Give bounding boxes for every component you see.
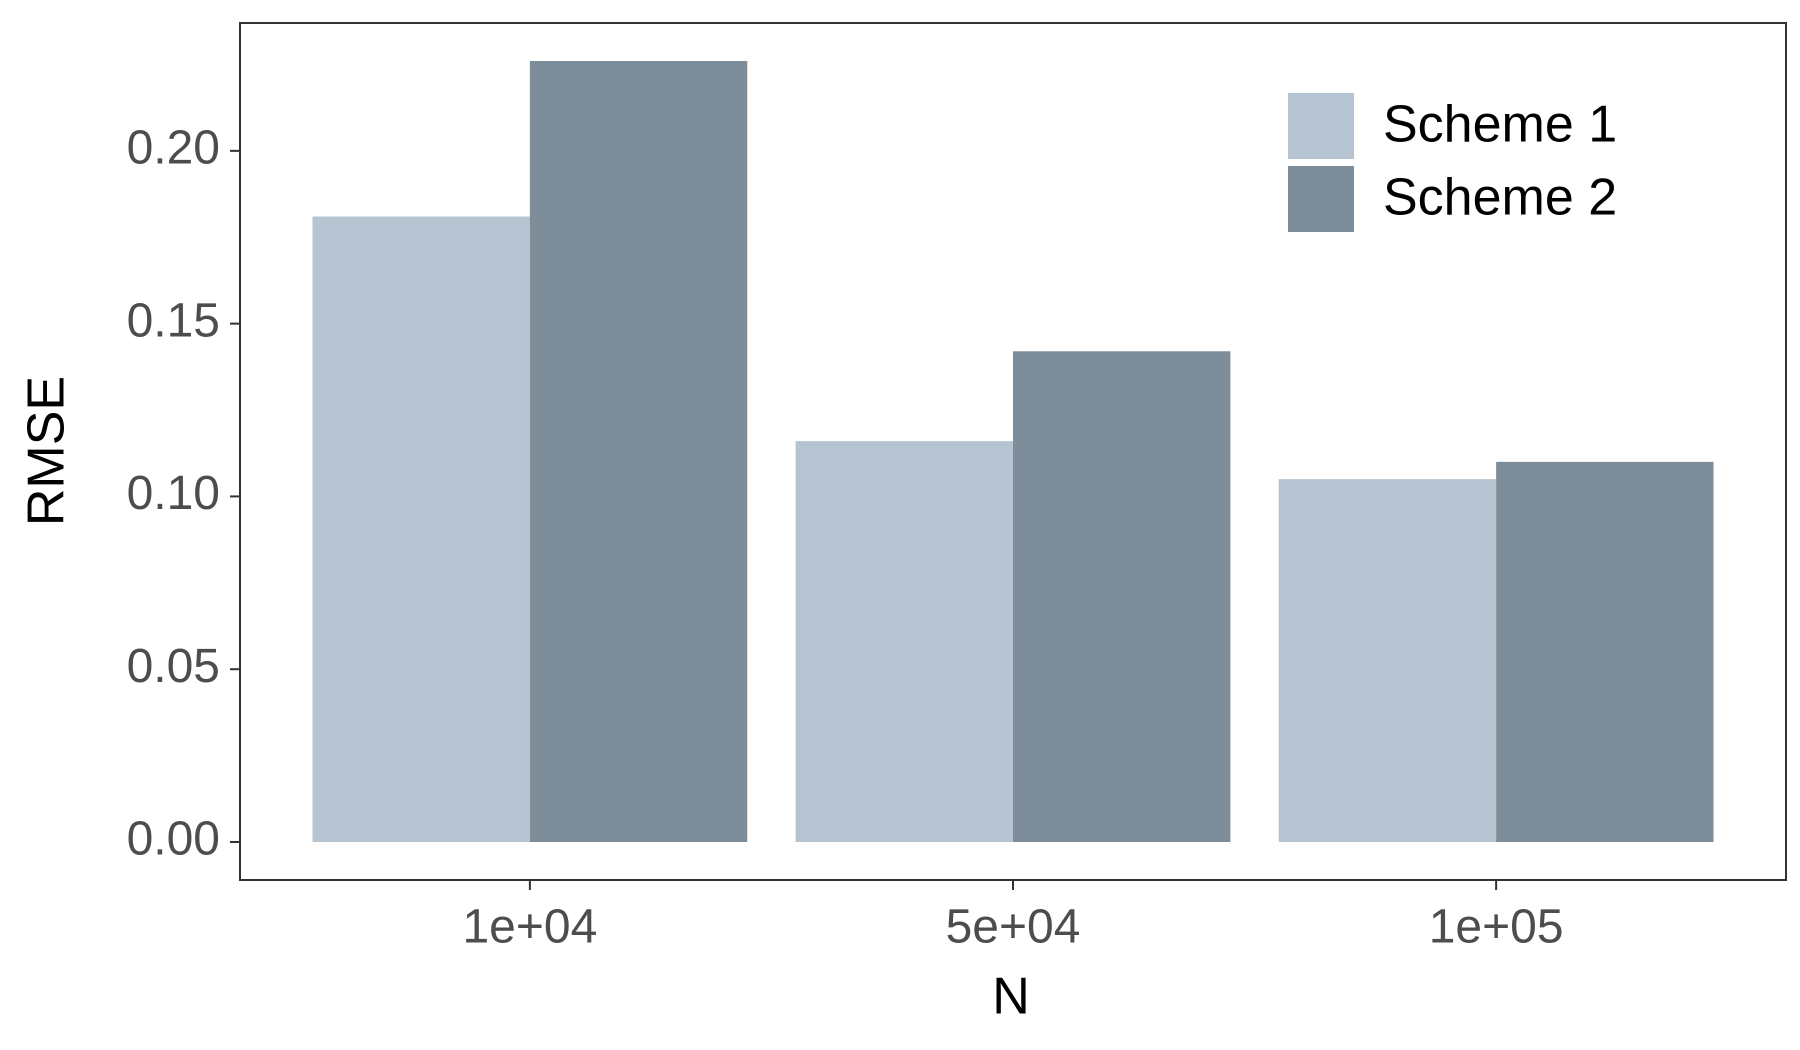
- bar: [529, 61, 748, 842]
- y-tick-label: 0.10: [127, 467, 220, 520]
- x-tick-label: 1e+04: [462, 901, 597, 954]
- y-tick-label: 0.05: [127, 640, 220, 693]
- legend-swatch: [1288, 166, 1354, 232]
- y-axis-title: RMSE: [18, 376, 76, 526]
- y-tick-label: 0.20: [127, 122, 220, 175]
- panel-border: [239, 22, 1787, 881]
- x-tick-label: 1e+05: [1429, 901, 1564, 954]
- legend-label: Scheme 2: [1383, 169, 1617, 227]
- bar: [1013, 351, 1231, 842]
- bar: [1278, 479, 1497, 842]
- bar: [1496, 461, 1714, 842]
- x-tick-label: 5e+04: [946, 901, 1081, 954]
- legend-swatch: [1288, 93, 1354, 159]
- bar: [795, 441, 1013, 842]
- legend-label: Scheme 1: [1383, 96, 1617, 154]
- y-tick-label: 0.00: [127, 813, 220, 866]
- bar: [312, 216, 530, 842]
- y-tick-label: 0.15: [127, 294, 220, 347]
- x-axis-title: N: [992, 968, 1030, 1026]
